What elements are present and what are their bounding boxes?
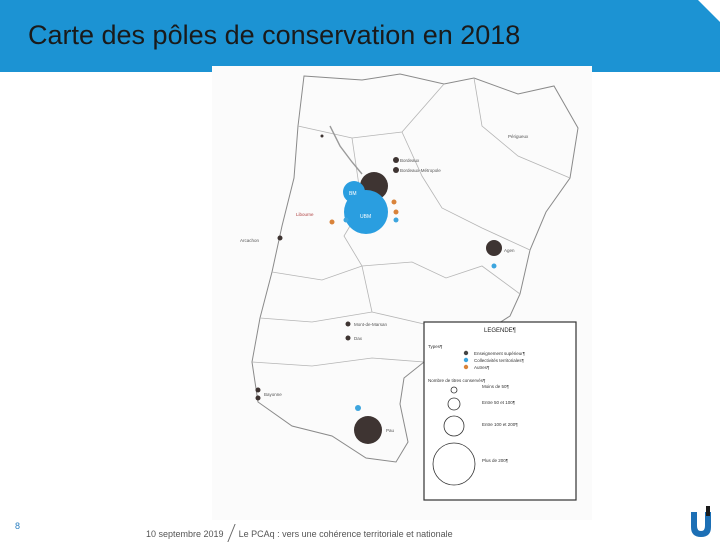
legend-types-heading: Types¶	[428, 344, 443, 349]
map-svg: BM UBM Bordeaux Bordeaux-Métropole Agen …	[240, 73, 579, 501]
footer-separator	[226, 524, 236, 542]
city-label-arcachon: Arcachon	[240, 238, 260, 243]
slide-title: Carte des pôles de conservation en 2018	[28, 20, 521, 50]
pole-dot-landes-1	[345, 321, 351, 327]
conservation-map: BM UBM Bordeaux Bordeaux-Métropole Agen …	[212, 66, 592, 520]
pole-circle-bordeaux-blue-2	[343, 181, 365, 203]
legend-box	[423, 321, 577, 501]
map-legend: LEGENDE¶ Types¶ Enseignement supérieur¶ …	[423, 321, 577, 501]
pole-dot-bayonne-2	[255, 395, 261, 401]
circle-label-ubm: UBM	[360, 214, 371, 220]
department-border-6	[251, 357, 425, 367]
city-label-bordeaux: Bordeaux	[400, 158, 420, 163]
header-corner-notch	[698, 0, 720, 22]
legend-dot-collectivites	[463, 357, 469, 363]
pole-circle-pau	[354, 416, 382, 444]
legend-size-circle-1	[450, 386, 458, 394]
city-label-agen: Agen	[504, 248, 515, 253]
city-label-perigueux: Périgueux	[508, 134, 529, 139]
circle-label-bm: BM	[349, 191, 357, 197]
legend-type-autres: Autres¶	[474, 365, 490, 370]
pole-dot-bordeaux-3	[391, 199, 397, 205]
legend-size-heading: Nombre de titres conservés¶	[428, 378, 486, 383]
pole-dot-bayonne-1	[255, 387, 261, 393]
pole-dot-north	[320, 134, 324, 138]
legend-type-enseignement: Enseignement supérieur¶	[474, 351, 526, 356]
legend-size-circle-3	[443, 415, 465, 437]
city-label-bordeaux-metropole: Bordeaux-Métropole	[400, 168, 441, 173]
city-label-dax: Dax	[354, 336, 363, 341]
slide-number: 8	[15, 521, 21, 531]
pole-dot-pau-blue	[355, 405, 361, 411]
header-bar: Carte des pôles de conservation en 2018	[0, 0, 720, 72]
footer-date: 10 septembre 2019	[146, 529, 224, 539]
legend-size-label-1: Moins de 50¶	[482, 384, 510, 389]
department-border-7	[473, 77, 571, 179]
footer-subject: Le PCAq : vers une cohérence territorial…	[238, 529, 453, 539]
pole-dot-landes-2	[345, 335, 351, 341]
legend-size-label-3: Entre 100 et 200¶	[482, 422, 518, 427]
pole-dot-bordeaux-1	[393, 157, 399, 163]
pole-dot-agen	[486, 240, 502, 256]
legend-type-collectivites: Collectivités territoriales¶	[474, 358, 525, 363]
legend-size-circle-4	[432, 442, 476, 486]
pole-dot-libourne	[329, 219, 335, 225]
city-label-pau: Pau	[386, 428, 395, 433]
pole-dot-arcachon	[343, 217, 349, 223]
legend-title: LEGENDE¶	[484, 328, 516, 334]
footer: 10 septembre 2019 Le PCAq : vers une cohé…	[146, 524, 453, 542]
pole-dot-bordeaux-4	[393, 209, 399, 215]
estuary	[329, 125, 363, 175]
legend-dot-autres	[463, 364, 469, 370]
pole-dot-bordeaux-5	[393, 217, 399, 223]
legend-size-label-4: Plus de 200¶	[482, 458, 509, 463]
city-label-mont-de-marsan: Mont-de-Marsan	[354, 322, 388, 327]
legend-size-label-2: Entre 50 et 100¶	[482, 400, 516, 405]
department-border-4	[271, 261, 521, 295]
pole-dot-agen-blue	[491, 263, 497, 269]
pole-dot-northwest	[277, 235, 283, 241]
city-label-libourne: Libourne	[296, 212, 314, 217]
legend-dot-enseignement	[463, 350, 469, 356]
university-logo-icon	[691, 506, 711, 537]
department-border-1	[297, 83, 445, 139]
city-label-bayonne: Bayonne	[264, 392, 282, 397]
legend-size-circle-2	[447, 397, 461, 411]
pole-dot-bordeaux-2	[393, 167, 399, 173]
department-border-3	[401, 131, 531, 251]
